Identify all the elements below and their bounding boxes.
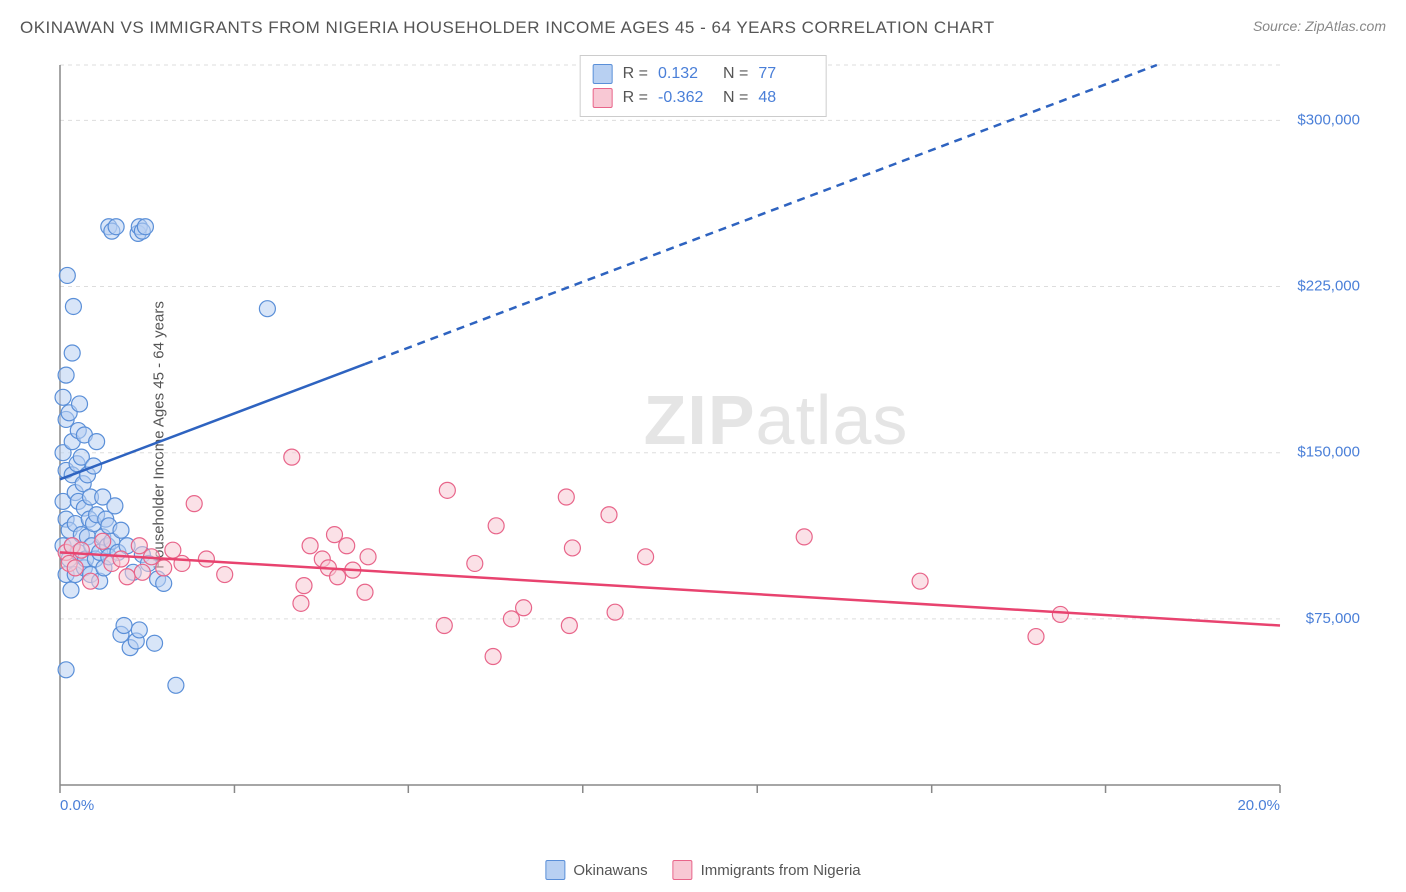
- y-tick-label: $75,000: [1306, 610, 1360, 627]
- data-point: [113, 522, 129, 538]
- stats-swatch: [593, 88, 613, 108]
- data-point: [65, 298, 81, 314]
- stats-r-label: R =: [623, 89, 648, 107]
- stats-n-label: N =: [723, 89, 748, 107]
- trend-line: [60, 552, 1280, 625]
- data-point: [113, 551, 129, 567]
- data-point: [116, 617, 132, 633]
- data-point: [1052, 606, 1068, 622]
- data-point: [439, 482, 455, 498]
- data-point: [64, 345, 80, 361]
- stats-r-value: 0.132: [658, 65, 713, 83]
- data-point: [73, 542, 89, 558]
- source-label: Source: ZipAtlas.com: [1253, 18, 1386, 34]
- data-point: [293, 595, 309, 611]
- legend-item: Immigrants from Nigeria: [673, 860, 861, 880]
- data-point: [67, 560, 83, 576]
- data-point: [217, 567, 233, 583]
- data-point: [561, 617, 577, 633]
- data-point: [147, 635, 163, 651]
- legend: Okinawans Immigrants from Nigeria: [545, 860, 860, 880]
- data-point: [131, 622, 147, 638]
- data-point: [89, 434, 105, 450]
- stats-box: R = 0.132 N = 77 R = -0.362 N = 48: [580, 55, 827, 117]
- stats-row: R = -0.362 N = 48: [593, 86, 814, 110]
- data-point: [360, 549, 376, 565]
- stats-n-value: 48: [758, 89, 813, 107]
- legend-swatch: [673, 860, 693, 880]
- data-point: [912, 573, 928, 589]
- data-point: [259, 301, 275, 317]
- legend-item: Okinawans: [545, 860, 647, 880]
- data-point: [55, 389, 71, 405]
- data-point: [72, 396, 88, 412]
- data-point: [198, 551, 214, 567]
- stats-n-label: N =: [723, 65, 748, 83]
- data-point: [467, 555, 483, 571]
- data-point: [119, 569, 135, 585]
- data-point: [485, 649, 501, 665]
- stats-row: R = 0.132 N = 77: [593, 62, 814, 86]
- stats-r-label: R =: [623, 65, 648, 83]
- chart-title: OKINAWAN VS IMMIGRANTS FROM NIGERIA HOUS…: [20, 18, 995, 38]
- scatter-plot: $75,000 $150,000 $225,000 $300,000 0.0% 20.0%: [50, 55, 1370, 815]
- data-point: [137, 219, 153, 235]
- data-point: [174, 555, 190, 571]
- stats-r-value: -0.362: [658, 89, 713, 107]
- data-point: [357, 584, 373, 600]
- data-point: [108, 219, 124, 235]
- x-tick-label: 0.0%: [60, 797, 94, 814]
- data-point: [156, 560, 172, 576]
- data-point: [558, 489, 574, 505]
- data-point: [156, 575, 172, 591]
- data-point: [1028, 629, 1044, 645]
- trend-line: [60, 364, 365, 479]
- data-point: [134, 564, 150, 580]
- data-point: [186, 496, 202, 512]
- stats-n-value: 77: [758, 65, 813, 83]
- legend-label: Okinawans: [573, 862, 647, 879]
- data-point: [516, 600, 532, 616]
- data-point: [488, 518, 504, 534]
- data-point: [168, 677, 184, 693]
- data-point: [330, 569, 346, 585]
- data-point: [638, 549, 654, 565]
- data-point: [83, 573, 99, 589]
- chart-area: Householder Income Ages 45 - 64 years $7…: [50, 55, 1370, 815]
- data-point: [436, 617, 452, 633]
- data-point: [59, 267, 75, 283]
- y-tick-label: $225,000: [1297, 278, 1360, 295]
- data-point: [58, 367, 74, 383]
- data-point: [58, 662, 74, 678]
- data-point: [284, 449, 300, 465]
- data-point: [607, 604, 623, 620]
- y-tick-label: $300,000: [1297, 111, 1360, 128]
- data-point: [796, 529, 812, 545]
- legend-label: Immigrants from Nigeria: [701, 862, 861, 879]
- data-point: [302, 538, 318, 554]
- data-point: [601, 507, 617, 523]
- legend-swatch: [545, 860, 565, 880]
- data-point: [107, 498, 123, 514]
- data-point: [339, 538, 355, 554]
- stats-swatch: [593, 64, 613, 84]
- data-point: [564, 540, 580, 556]
- chart-container: OKINAWAN VS IMMIGRANTS FROM NIGERIA HOUS…: [0, 0, 1406, 892]
- data-point: [95, 533, 111, 549]
- x-tick-label: 20.0%: [1237, 797, 1280, 814]
- data-point: [63, 582, 79, 598]
- y-tick-label: $150,000: [1297, 444, 1360, 461]
- data-point: [296, 578, 312, 594]
